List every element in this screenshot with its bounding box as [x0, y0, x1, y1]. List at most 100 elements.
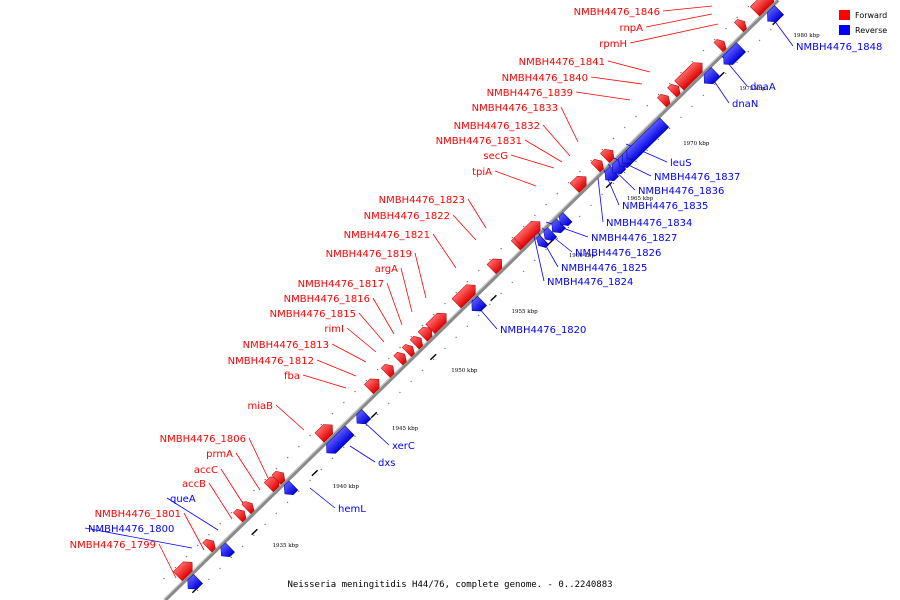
label-leader-line — [331, 343, 367, 363]
guide-dot — [556, 192, 559, 195]
guide-dot — [725, 27, 727, 30]
reverse-gene-label: NMBH4476_1824 — [547, 277, 633, 288]
guide-dot — [567, 181, 570, 184]
guide-dot — [466, 325, 469, 328]
reverse-gene-label: NMBH4476_1820 — [500, 325, 586, 336]
guide-dot — [522, 270, 525, 273]
guide-dot — [489, 258, 491, 261]
label-leader-line — [275, 404, 305, 431]
reverse-gene-arrow — [611, 159, 627, 175]
axis-tick-mark — [429, 353, 437, 361]
guide-dot — [343, 401, 345, 404]
guide-dot — [736, 61, 738, 64]
reverse-gene-label: NMBH4476_1836 — [638, 186, 724, 197]
label-leader-line — [590, 76, 643, 85]
label-leader-line — [235, 452, 261, 491]
reverse-gene-label: NMBH4476_1825 — [561, 263, 647, 274]
guide-dot — [320, 423, 323, 426]
guide-dot — [219, 567, 221, 570]
label-leader-line — [607, 60, 651, 73]
axis-tick-label: 1980 kbp — [794, 33, 821, 39]
guide-dot — [219, 522, 221, 525]
guide-dot — [657, 93, 660, 96]
guide-dot — [253, 534, 255, 537]
forward-gene-label: accB — [182, 479, 206, 490]
guide-dot — [320, 468, 322, 471]
label-leader-line — [452, 214, 477, 241]
guide-dot — [477, 314, 480, 317]
axis-tick-mark — [251, 528, 258, 536]
guide-dot — [770, 28, 772, 31]
label-leader-line — [158, 543, 177, 579]
axis-tick-label: 1940 kbp — [333, 484, 360, 490]
guide-dot — [758, 39, 761, 42]
forward-gene-arrow — [667, 84, 681, 98]
label-leader-line — [363, 421, 390, 446]
guide-dot — [208, 578, 210, 581]
guide-dot — [399, 346, 401, 349]
forward-gene-label: NMBH4476_1846 — [574, 7, 660, 18]
guide-dot — [286, 456, 289, 459]
guide-dot — [196, 589, 199, 592]
guide-dot — [691, 60, 693, 63]
label-leader-line — [220, 468, 245, 506]
guide-dot — [455, 291, 457, 294]
guide-dot — [455, 336, 457, 339]
guide-dot — [410, 335, 412, 338]
label-leader-line — [662, 5, 713, 12]
forward-gene-label: rnpA — [620, 23, 644, 34]
axis-tick-mark — [490, 294, 497, 302]
label-leader-line — [358, 312, 385, 343]
label-leader-line — [386, 282, 403, 326]
forward-gene-arrow — [569, 175, 587, 193]
label-leader-line — [629, 23, 719, 44]
axis-tick-mark — [370, 411, 378, 419]
guide-dot — [489, 303, 491, 306]
forward-gene-arrow — [674, 62, 703, 91]
forward-gene-arrow — [409, 336, 424, 350]
forward-gene-arrow — [451, 284, 476, 309]
guide-dot — [264, 478, 266, 481]
label-leader-line — [597, 177, 604, 223]
guide-dot — [399, 391, 401, 394]
reverse-gene-label: hemL — [338, 504, 366, 515]
reverse-gene-arrow — [558, 212, 573, 226]
strand-guide-dots — [163, 5, 772, 592]
gene-labels: NMBH4476_1799 NMBH4476_1801 accB accC prmA NM… — [70, 7, 883, 551]
legend-reverse-swatch — [839, 25, 850, 35]
gene-features — [172, 0, 784, 590]
guide-dot — [197, 544, 199, 547]
reverse-gene-arrow — [356, 409, 372, 425]
reverse-gene-arrow — [626, 117, 670, 160]
forward-gene-label: fba — [284, 371, 300, 382]
guide-dot — [185, 555, 188, 558]
forward-gene-label: rpmH — [599, 39, 627, 50]
guide-dot — [747, 50, 750, 53]
guide-dot — [545, 203, 547, 206]
label-leader-line — [316, 359, 357, 377]
guide-dot — [713, 83, 716, 86]
label-leader-line — [645, 13, 713, 28]
label-leaders — [84, 5, 794, 579]
guide-dot — [387, 402, 390, 405]
reverse-gene-label: NMBH4476_1835 — [622, 201, 708, 212]
forward-gene-label: rimI — [324, 324, 344, 335]
forward-gene-arrow — [600, 148, 615, 164]
reverse-gene-label: NMBH4476_1800 — [88, 524, 174, 535]
forward-gene-label: NMBH4476_1816 — [284, 294, 370, 305]
guide-dot — [163, 577, 165, 580]
forward-gene-label: miaB — [247, 401, 273, 412]
guide-dot — [612, 137, 615, 140]
guide-dot — [444, 347, 446, 350]
guide-dot — [668, 127, 671, 130]
forward-gene-arrow — [380, 364, 395, 378]
guide-dot — [747, 5, 750, 8]
guide-dot — [579, 215, 581, 218]
guide-dot — [477, 269, 480, 272]
axis-tick-label: 1935 kbp — [272, 543, 299, 549]
reverse-gene-label: leuS — [670, 158, 692, 169]
guide-dot — [286, 501, 289, 504]
guide-dot — [511, 281, 514, 284]
label-leader-line — [575, 91, 631, 101]
guide-dot — [421, 369, 424, 372]
